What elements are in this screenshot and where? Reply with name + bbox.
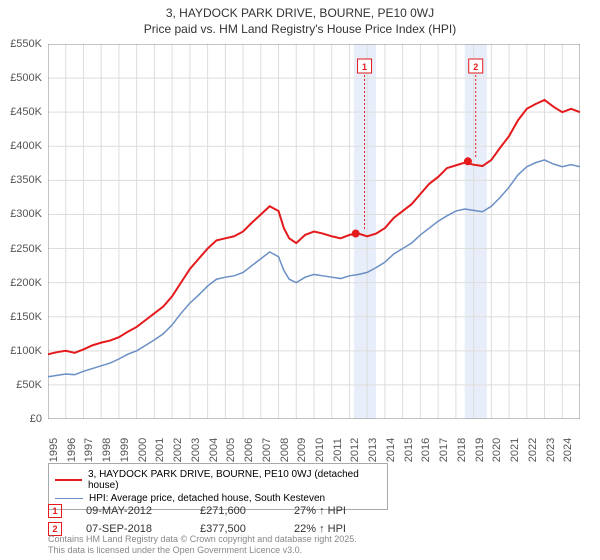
svg-text:1: 1 [362,62,367,72]
x-tick-label: 2011 [332,438,344,462]
chart-svg: 12 [48,44,580,419]
y-tick-label: £250K [10,243,42,255]
x-tick-label: 1997 [83,438,95,462]
x-tick-label: 2012 [349,438,361,462]
legend-swatch [55,479,82,481]
x-tick-label: 2016 [420,438,432,462]
sale-row: 1 09-MAY-2012 £271,600 27% ↑ HPI [48,502,374,520]
sale-price: £271,600 [200,505,270,517]
x-tick-label: 2022 [527,438,539,462]
plot-area: 12 [48,44,580,419]
y-tick-label: £500K [10,72,42,84]
x-tick-label: 2014 [385,438,397,462]
x-tick-label: 2013 [367,438,379,462]
x-tick-label: 2008 [279,438,291,462]
x-tick-label: 2021 [509,438,521,462]
x-tick-label: 2001 [154,438,166,462]
legend-swatch [55,498,83,500]
x-tick-label: 2010 [314,438,326,462]
attribution: Contains HM Land Registry data © Crown c… [48,534,357,556]
y-tick-label: £450K [10,106,42,118]
x-tick-label: 1996 [66,438,78,462]
x-axis-labels: 1995 1996 1997 1998 1999 2000 2001 2002 2003 2004… [48,422,580,462]
attribution-line: This data is licensed under the Open Gov… [48,545,357,556]
y-tick-label: £400K [10,140,42,152]
y-tick-label: £200K [10,277,42,289]
x-tick-label: 2007 [261,438,273,462]
y-tick-label: £550K [10,38,42,50]
title-block: 3, HAYDOCK PARK DRIVE, BOURNE, PE10 0WJ … [0,0,600,36]
y-tick-label: £300K [10,208,42,220]
x-tick-label: 2020 [491,438,503,462]
y-tick-label: £0 [30,413,42,425]
title-subtitle: Price paid vs. HM Land Registry's House … [0,22,600,36]
legend-label: 3, HAYDOCK PARK DRIVE, BOURNE, PE10 0WJ … [88,469,381,491]
x-tick-label: 2023 [545,438,557,462]
y-tick-label: £100K [10,345,42,357]
sales-table: 1 09-MAY-2012 £271,600 27% ↑ HPI 2 07-SE… [48,502,374,538]
y-axis-labels: £0£50K£100K£150K£200K£250K£300K£350K£400… [0,44,46,419]
x-tick-label: 2004 [208,438,220,462]
x-tick-label: 2000 [137,438,149,462]
x-tick-label: 1995 [48,438,60,462]
chart-container: 3, HAYDOCK PARK DRIVE, BOURNE, PE10 0WJ … [0,0,600,560]
x-tick-label: 2024 [562,438,574,462]
x-tick-label: 2006 [243,438,255,462]
x-tick-label: 2005 [225,438,237,462]
x-tick-label: 2019 [474,438,486,462]
sale-date: 07-SEP-2018 [86,523,176,535]
sale-delta: 27% ↑ HPI [294,505,374,517]
sale-date: 09-MAY-2012 [86,505,176,517]
sale-price: £377,500 [200,523,270,535]
x-tick-label: 2018 [456,438,468,462]
x-tick-label: 2003 [190,438,202,462]
y-tick-label: £350K [10,174,42,186]
x-tick-label: 1998 [101,438,113,462]
y-tick-label: £50K [16,379,42,391]
x-tick-label: 2009 [296,438,308,462]
attribution-line: Contains HM Land Registry data © Crown c… [48,534,357,545]
legend-item: 3, HAYDOCK PARK DRIVE, BOURNE, PE10 0WJ … [55,468,381,492]
sale-delta: 22% ↑ HPI [294,523,374,535]
x-tick-label: 2002 [172,438,184,462]
x-tick-label: 2015 [403,438,415,462]
title-address: 3, HAYDOCK PARK DRIVE, BOURNE, PE10 0WJ [0,6,600,20]
sale-badge: 1 [48,504,62,518]
y-tick-label: £150K [10,311,42,323]
svg-text:2: 2 [473,62,478,72]
x-tick-label: 1999 [119,438,131,462]
x-tick-label: 2017 [438,438,450,462]
